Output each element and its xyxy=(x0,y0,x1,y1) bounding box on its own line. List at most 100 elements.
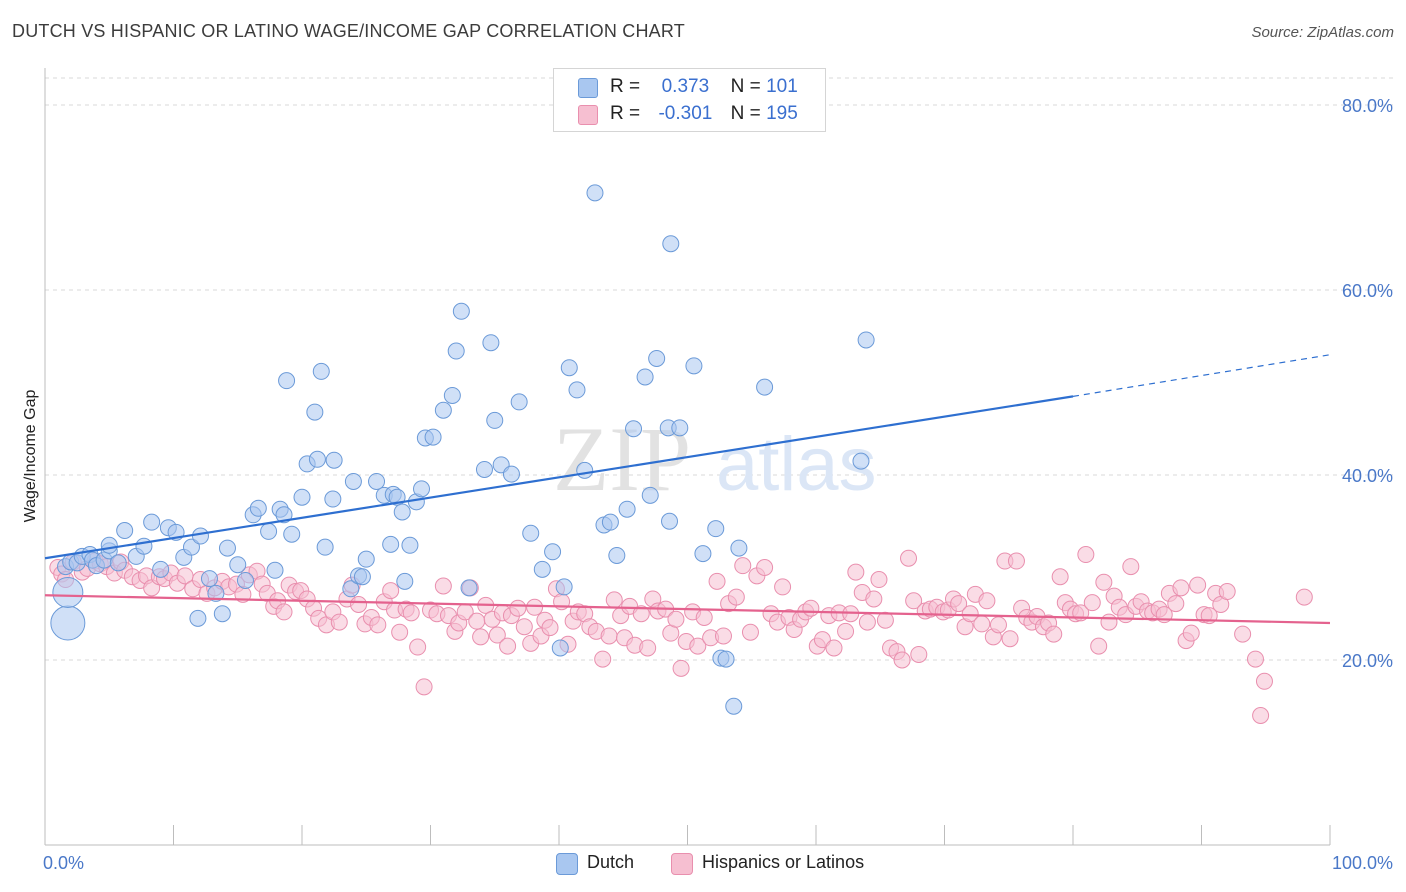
dutch-point xyxy=(641,486,659,504)
dutch-point xyxy=(608,546,626,564)
hispanic-point xyxy=(695,608,713,626)
hispanic-point xyxy=(708,572,726,590)
dutch-point xyxy=(52,576,84,608)
dutch-point xyxy=(522,524,540,542)
dutch-point xyxy=(312,362,330,380)
dutch-point xyxy=(447,342,465,360)
hispanic-point xyxy=(734,557,752,575)
source-note: Source: ZipAtlas.com xyxy=(1251,24,1394,41)
dutch-point xyxy=(601,513,619,531)
x-tick-label: 0.0% xyxy=(43,853,84,873)
r-value-dutch: 0.373 xyxy=(661,76,710,97)
hispanic-point xyxy=(515,618,533,636)
dutch-point xyxy=(661,512,679,530)
hispanic-point xyxy=(509,599,527,617)
hispanic-point xyxy=(961,605,979,623)
dutch-point xyxy=(191,527,209,545)
watermark: ZIP atlas xyxy=(553,408,877,510)
dutch-point xyxy=(189,609,207,627)
x-tick-labels: 0.0% 100.0% xyxy=(43,853,1393,873)
dutch-point xyxy=(143,513,161,531)
dutch-point xyxy=(393,503,411,521)
dutch-point xyxy=(401,536,419,554)
hispanic-point xyxy=(1252,707,1270,724)
hispanic-trend-line xyxy=(44,594,1331,625)
hispanic-point xyxy=(488,626,506,644)
dutch-point xyxy=(396,572,414,590)
hispanic-point xyxy=(950,595,968,613)
hispanic-point xyxy=(526,598,544,616)
hispanic-point xyxy=(541,619,559,637)
hispanic-point xyxy=(667,610,685,628)
hispanic-point xyxy=(434,577,452,595)
dutch-point xyxy=(368,472,386,490)
y-tick-label: 60.0% xyxy=(1342,281,1393,301)
hispanic-point xyxy=(1100,613,1118,631)
hispanic-point xyxy=(409,638,427,656)
dutch-points xyxy=(50,184,875,715)
dutch-point xyxy=(324,490,342,508)
y-axis-label: Wage/Income Gap xyxy=(22,390,39,523)
hispanic-point xyxy=(1090,637,1108,655)
dutch-point xyxy=(502,465,520,483)
dutch-point xyxy=(576,461,594,479)
r-value-hispanic: -0.301 xyxy=(658,103,713,124)
dutch-point xyxy=(229,556,247,574)
hispanic-point xyxy=(350,596,368,613)
hispanic-point xyxy=(632,605,650,623)
hispanic-point xyxy=(605,591,623,609)
hispanic-point xyxy=(847,563,865,581)
dutch-point xyxy=(218,539,236,557)
hispanic-point xyxy=(468,612,486,630)
hispanic-point xyxy=(893,651,911,669)
dutch-point xyxy=(109,554,127,572)
hispanic-point xyxy=(1218,583,1236,601)
hispanic-point xyxy=(1083,594,1101,612)
hispanic-point xyxy=(639,639,657,657)
dutch-point xyxy=(460,579,478,597)
hispanic-point xyxy=(499,637,517,655)
hispanic-point xyxy=(756,559,774,576)
dutch-point xyxy=(533,560,551,578)
n-value-hispanic: 195 xyxy=(766,103,798,124)
dutch-point xyxy=(342,580,360,598)
y-tick-label: 20.0% xyxy=(1342,651,1393,671)
dutch-point xyxy=(618,500,636,518)
hispanic-legend-swatch xyxy=(671,853,693,875)
n-value-dutch: 101 xyxy=(766,76,798,97)
dutch-point xyxy=(717,650,735,668)
dutch-point xyxy=(586,184,604,202)
hispanic-point xyxy=(802,599,820,617)
n-label: N = xyxy=(730,103,761,124)
dutch-point xyxy=(275,506,293,524)
dutch-point xyxy=(551,639,569,657)
dutch-point xyxy=(510,393,528,411)
dutch-point xyxy=(413,480,431,498)
dutch-point xyxy=(278,372,296,390)
dutch-point xyxy=(260,522,278,540)
hispanic-point xyxy=(689,637,707,655)
dutch-point xyxy=(671,419,689,437)
hispanic-point xyxy=(1077,546,1095,564)
hispanic-point xyxy=(369,616,387,634)
dutch-point xyxy=(756,378,774,396)
r-label: R = xyxy=(610,76,641,97)
dutch-point xyxy=(857,331,875,349)
hispanic-point xyxy=(1167,595,1185,613)
dutch-point xyxy=(685,357,703,375)
hispanic-point xyxy=(978,592,996,610)
dutch-point xyxy=(357,550,375,568)
dutch-point xyxy=(560,359,578,377)
hispanic-point xyxy=(973,615,991,633)
hispanic-point xyxy=(910,645,928,663)
hispanic-point xyxy=(989,616,1007,634)
dutch-legend-swatch xyxy=(556,853,578,875)
chart-title: DUTCH VS HISPANIC OR LATINO WAGE/INCOME … xyxy=(12,21,685,41)
dutch-point xyxy=(266,561,284,579)
dutch-point xyxy=(306,403,324,421)
hispanic-point xyxy=(774,578,792,596)
hispanic-point xyxy=(382,582,400,600)
hispanic-point xyxy=(1234,625,1252,643)
hispanic-point xyxy=(825,639,843,657)
